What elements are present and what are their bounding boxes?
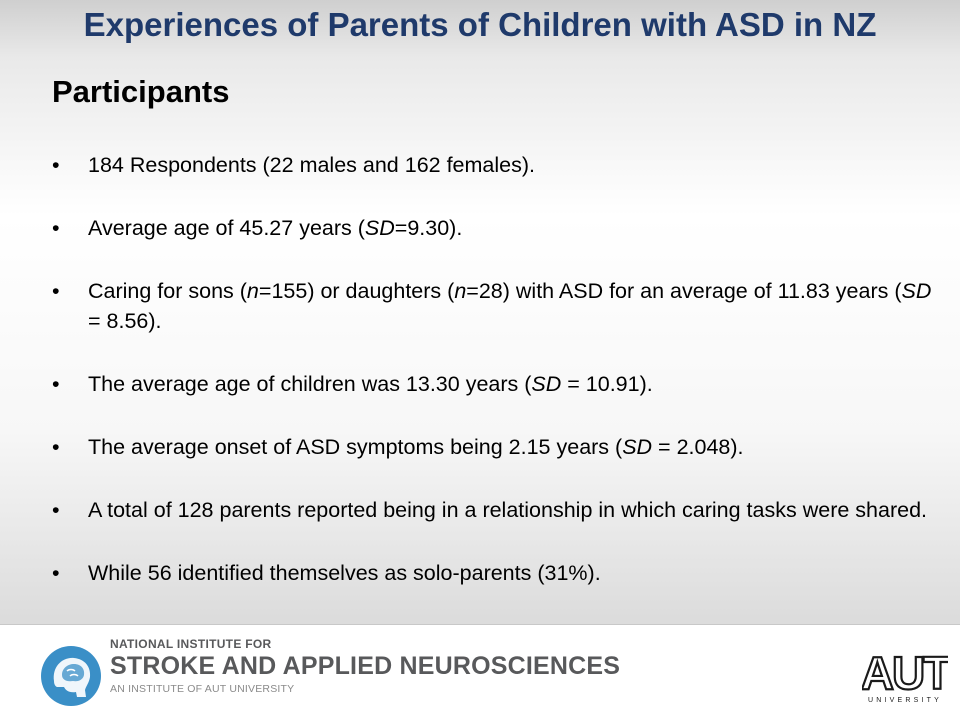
bullet-child-age: • The average age of children was 13.30 … xyxy=(52,369,932,399)
section-heading: Participants xyxy=(52,74,230,109)
bullet-text: The average onset of ASD symptoms being … xyxy=(88,435,744,459)
institute-line-2: STROKE AND APPLIED NEUROSCIENCES xyxy=(110,652,621,680)
bullet-dot: • xyxy=(52,498,60,522)
institute-name-block: NATIONAL INSTITUTE FOR STROKE AND APPLIE… xyxy=(110,637,620,695)
brain-head-logo-icon xyxy=(41,646,101,706)
bullet-dot: • xyxy=(52,372,60,396)
bullet-average-age: • Average age of 45.27 years (SD=9.30). xyxy=(52,213,932,243)
bullet-solo-parents: • While 56 identified themselves as solo… xyxy=(52,558,932,588)
institute-line-3: AN INSTITUTE OF AUT UNIVERSITY xyxy=(110,683,295,695)
footer-bar: NATIONAL INSTITUTE FOR STROKE AND APPLIE… xyxy=(0,624,960,721)
bullet-caring-duration: • Caring for sons (n=155) or daughters (… xyxy=(52,276,932,336)
bullet-dot: • xyxy=(52,216,60,240)
aut-logo-university-label: UNIVERSITY xyxy=(868,697,942,704)
aut-logo-letters: AUT xyxy=(862,647,948,699)
institute-line-1: NATIONAL INSTITUTE FOR xyxy=(110,637,272,651)
bullet-respondents: • 184 Respondents (22 males and 162 fema… xyxy=(52,150,932,180)
participant-bullet-list: • 184 Respondents (22 males and 162 fema… xyxy=(52,150,932,621)
bullet-text: A total of 128 parents reported being in… xyxy=(88,498,927,522)
bullet-onset: • The average onset of ASD symptoms bein… xyxy=(52,432,932,462)
bullet-dot: • xyxy=(52,153,60,177)
bullet-text: Caring for sons (n=155) or daughters (n=… xyxy=(88,279,932,333)
bullet-relationship: • A total of 128 parents reported being … xyxy=(52,495,932,525)
slide-title: Experiences of Parents of Children with … xyxy=(83,6,877,43)
bullet-dot: • xyxy=(52,435,60,459)
bullet-dot: • xyxy=(52,279,60,303)
bullet-text: 184 Respondents (22 males and 162 female… xyxy=(88,153,535,177)
bullet-text: The average age of children was 13.30 ye… xyxy=(88,372,653,396)
aut-university-logo: AUT UNIVERSITY xyxy=(862,647,948,704)
bullet-dot: • xyxy=(52,561,60,585)
bullet-text: While 56 identified themselves as solo-p… xyxy=(88,561,601,585)
bullet-text: Average age of 45.27 years (SD=9.30). xyxy=(88,216,463,240)
